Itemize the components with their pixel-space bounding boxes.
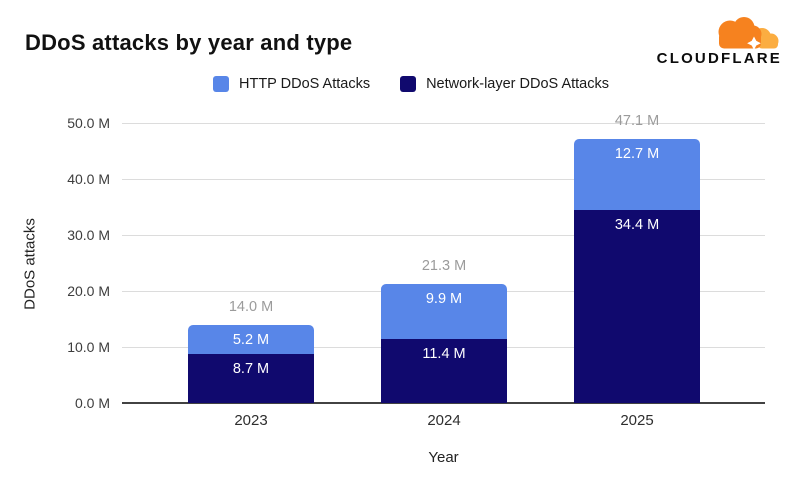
bar-2023-total-label: 14.0 M <box>228 299 274 316</box>
bar-2024-network-value: 11.4 M <box>422 346 466 363</box>
bar-2025-network-segment: 34.4 M <box>574 210 700 403</box>
y-tick-label-40m: 40.0 M <box>67 171 110 187</box>
bar-2024: 11.4 M 9.9 M <box>381 283 507 403</box>
bar-2024-network-segment: 11.4 M <box>381 339 507 403</box>
legend-item-http: HTTP DDoS Attacks <box>213 76 370 92</box>
bar-2023-network-value: 8.7 M <box>232 361 270 378</box>
gridline-30m <box>122 234 765 236</box>
y-tick-label-10m: 10.0 M <box>67 339 110 355</box>
bar-2024-http-segment: 9.9 M <box>381 283 507 340</box>
cloudflare-cloud-icon <box>702 16 782 50</box>
legend-swatch-network <box>400 76 417 92</box>
gridline-50m <box>122 122 765 124</box>
bar-2025-total-label: 47.1 M <box>614 113 660 130</box>
bar-2023-network-segment: 8.7 M <box>188 354 314 403</box>
x-axis-title: Year <box>428 449 459 466</box>
x-tick-label-2025: 2025 <box>620 412 654 429</box>
gridline-40m <box>122 178 765 180</box>
y-tick-label-20m: 20.0 M <box>67 283 110 299</box>
bar-2023-http-segment: 5.2 M <box>188 325 314 355</box>
page-title: DDoS attacks by year and type <box>25 30 353 55</box>
bar-2025-network-value: 34.4 M <box>614 217 660 234</box>
bar-2025: 34.4 M 12.7 M <box>574 139 700 403</box>
y-tick-label-0m: 0.0 M <box>74 395 110 411</box>
legend-item-network: Network-layer DDoS Attacks <box>400 76 609 92</box>
bar-2025-http-segment: 12.7 M <box>574 139 700 211</box>
chart-legend: HTTP DDoS Attacks Network-layer DDoS Att… <box>0 76 800 92</box>
cloudflare-wordmark: CLOUDFLARE <box>656 50 782 67</box>
cloudflare-logo: CLOUDFLARE <box>646 16 782 66</box>
bar-2023-http-value: 5.2 M <box>232 332 270 349</box>
x-axis-line <box>122 402 765 404</box>
x-tick-label-2024: 2024 <box>427 412 461 429</box>
bar-2024-http-value: 9.9 M <box>425 290 463 307</box>
legend-label-http: HTTP DDoS Attacks <box>239 76 371 92</box>
bar-2023: 8.7 M 5.2 M <box>188 325 314 403</box>
bar-2024-total-label: 21.3 M <box>421 257 467 274</box>
y-tick-label-50m: 50.0 M <box>67 115 110 131</box>
legend-swatch-http <box>213 76 229 92</box>
y-tick-label-30m: 30.0 M <box>67 227 110 243</box>
legend-label-network: Network-layer DDoS Attacks <box>426 76 609 92</box>
x-tick-label-2023: 2023 <box>234 412 268 429</box>
bar-2025-http-value: 12.7 M <box>614 146 660 163</box>
plot-area: 0.0 M 10.0 M 20.0 M 30.0 M 40.0 M 50.0 M 8.7 M… <box>67 113 765 429</box>
